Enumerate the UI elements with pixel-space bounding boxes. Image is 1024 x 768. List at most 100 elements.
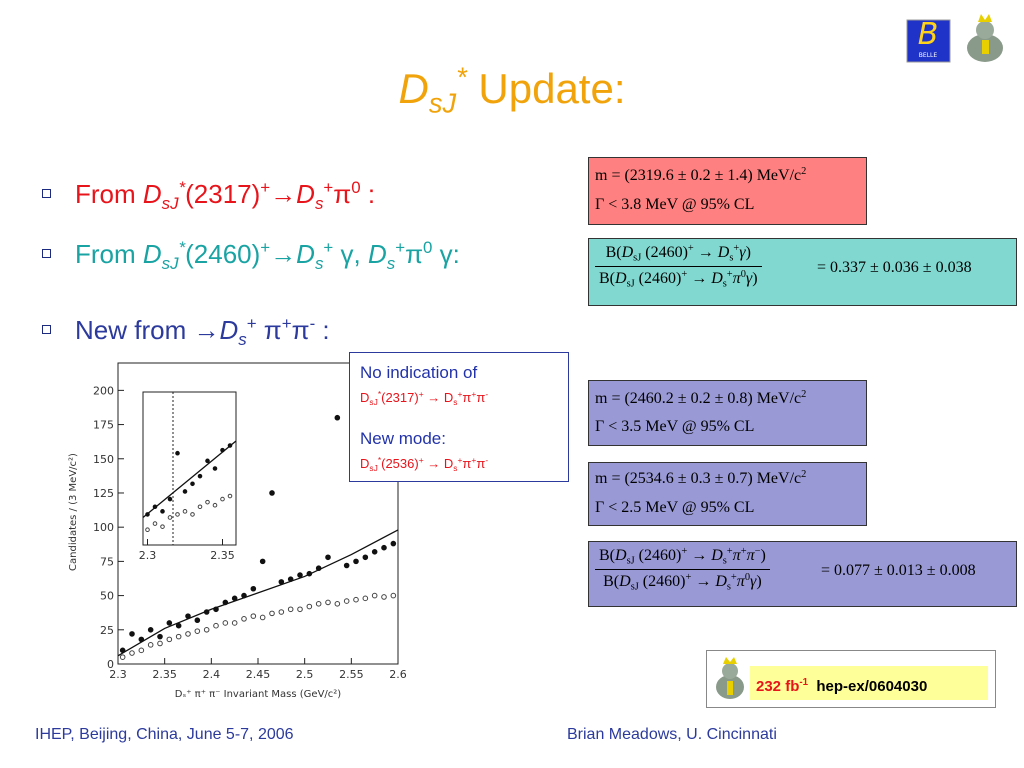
data-point [203,609,210,615]
footer-left: IHEP, Beijing, China, June 5-7, 2006 [35,726,294,743]
belle-name: BELLE [919,52,938,59]
text-segment: (2460) [634,270,682,288]
text-segment: π [732,547,741,565]
data-point [381,544,387,551]
data-point [190,512,195,517]
text-segment: D [717,244,730,262]
data-point [138,647,145,654]
text-segment: π [736,573,745,591]
text-segment: + [260,238,271,257]
text-segment: s [722,278,727,290]
text-segment: * [456,62,467,93]
data-point [315,565,322,572]
text-segment: D [367,239,387,270]
data-point [145,527,150,533]
rich-text: 232 fb-1 [756,677,808,695]
text-segment: D [142,179,162,210]
text-segment: * [377,389,382,399]
text-segment: + [730,571,737,583]
bullet: From DsJ*(2317)+→Ds+π0 : [42,178,375,214]
data-point [167,496,173,502]
text-segment: Update: [466,65,626,113]
text-segment: + [687,243,694,254]
data-point [250,585,257,592]
text-segment: s [314,254,324,274]
text-segment: + [418,455,424,465]
text-segment: → [687,547,712,565]
data-point [222,620,229,626]
rich-text: m = (2534.6 ± 0.3 ± 0.7) MeV/c2 [595,469,806,488]
text-segment: + [726,268,733,280]
x-tick-label: 2.4 [203,668,221,681]
text-segment: + [323,178,334,197]
text-segment: γ [750,573,757,591]
data-point [259,614,266,621]
data-point [269,610,275,617]
data-point [241,592,247,599]
text-segment: + [471,389,477,399]
data-point [138,636,145,643]
text-segment: , [353,239,368,270]
text-segment: B( [603,573,620,591]
x-tick-label: 2.55 [339,668,364,681]
rich-text: DsJ*(2317)+ → Ds+π+π- [360,389,489,408]
data-point [194,617,201,624]
text-segment: sJ [428,87,457,119]
fit-curve [142,440,237,518]
data-point [197,473,203,479]
text-segment: B( [599,547,615,565]
text-segment: + [457,455,463,465]
text-segment: - [485,389,489,399]
text-segment: π [405,239,424,270]
y-tick-label: 200 [93,384,114,397]
text-segment: m = (2534.6 ± 0.3 ± 0.7) MeV/c [595,470,802,488]
x-tick-label: 2.5 [296,668,314,681]
x-axis-label: Dₛ⁺ π⁺ π⁻ Invariant Mass (GeV/c²) [175,689,342,700]
text-segment: + [726,546,733,557]
rich-text: From DsJ*(2460)+→Ds+ γ, Ds+π0 γ: [75,238,460,273]
text-segment: D [615,547,627,565]
data-point [362,595,369,602]
text-segment: sJ [369,397,378,408]
y-tick-label: 125 [93,487,114,500]
text-segment: sJ [626,555,635,567]
data-point [175,512,180,517]
text-segment: π [333,179,352,210]
data-point [269,490,275,496]
rich-text: B(DsJ (2460)+ → Ds+γ) [606,243,751,264]
text-segment: s [722,555,727,567]
y-axis-label: Candidates / (3 MeV/c²) [68,453,79,571]
text-segment: D [711,547,723,565]
text-segment: B( [599,270,615,288]
text-segment: sJ [161,254,179,274]
text-segment: sJ [161,194,179,214]
text-segment: 2 [801,389,807,400]
rich-text: m = (2460.2 ± 0.2 ± 0.8) MeV/c2 [595,389,807,407]
data-point [231,595,238,602]
text-segment: s [726,581,731,593]
y-tick-label: 75 [100,555,114,568]
badge-elephant [716,657,744,699]
data-point [182,509,188,514]
text-segment: s [386,254,396,274]
belle-logo [906,19,951,63]
text-segment: + [681,268,688,280]
data-point [325,554,331,561]
text-segment: From [75,179,143,210]
text-segment: π [462,456,472,472]
result-box: m = (2534.6 ± 0.3 ± 0.7) MeV/c2 Γ < 2.5 … [588,462,867,526]
text-segment: 0 [351,178,361,197]
data-point [325,599,331,606]
text-segment: + [457,389,463,399]
rich-text: B(DsJ (2460)+ → Ds+π0γ) [599,268,758,290]
text-segment: + [685,571,692,583]
y-tick-label: 0 [107,658,114,671]
slide-title: DsJ* Update: [0,62,1024,120]
text-segment: D [360,456,370,472]
data-point [129,631,135,637]
data-point [147,642,154,648]
data-point [160,509,165,514]
text-segment: ) [745,244,751,262]
text-segment: New from [75,315,194,346]
text-segment: − [754,546,761,557]
